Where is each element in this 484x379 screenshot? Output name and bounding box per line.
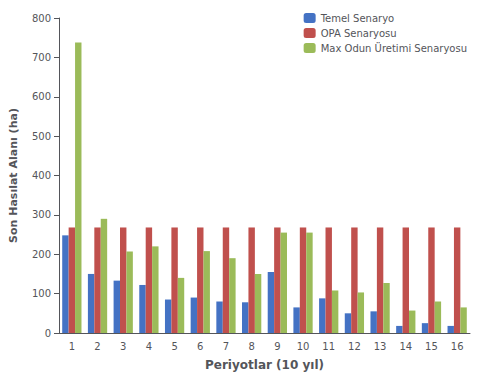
svg-text:10: 10	[297, 341, 310, 352]
svg-text:7: 7	[223, 341, 229, 352]
svg-text:5: 5	[171, 341, 177, 352]
svg-text:13: 13	[374, 341, 387, 352]
svg-text:9: 9	[274, 341, 280, 352]
svg-text:OPA Senaryosu: OPA Senaryosu	[321, 28, 397, 39]
svg-text:300: 300	[32, 209, 51, 220]
svg-text:2: 2	[94, 341, 100, 352]
svg-text:Son Hasılat Alanı (ha): Son Hasılat Alanı (ha)	[7, 108, 20, 243]
svg-text:1: 1	[69, 341, 75, 352]
svg-text:200: 200	[32, 249, 51, 260]
svg-text:Temel Senaryo: Temel Senaryo	[320, 13, 395, 24]
svg-text:100: 100	[32, 288, 51, 299]
svg-text:700: 700	[32, 52, 51, 63]
svg-text:12: 12	[348, 341, 361, 352]
svg-text:15: 15	[425, 341, 438, 352]
svg-text:16: 16	[451, 341, 464, 352]
svg-text:Max Odun Üretimi Senaryosu: Max Odun Üretimi Senaryosu	[321, 42, 467, 54]
svg-text:4: 4	[146, 341, 152, 352]
svg-text:6: 6	[197, 341, 203, 352]
svg-text:11: 11	[322, 341, 335, 352]
svg-text:14: 14	[399, 341, 412, 352]
svg-text:3: 3	[120, 341, 126, 352]
svg-text:600: 600	[32, 91, 51, 102]
svg-text:500: 500	[32, 131, 51, 142]
svg-text:400: 400	[32, 170, 51, 181]
svg-text:0: 0	[45, 328, 51, 339]
svg-text:8: 8	[248, 341, 254, 352]
svg-text:Periyotlar (10 yıl): Periyotlar (10 yıl)	[205, 358, 324, 372]
svg-text:800: 800	[32, 13, 51, 24]
